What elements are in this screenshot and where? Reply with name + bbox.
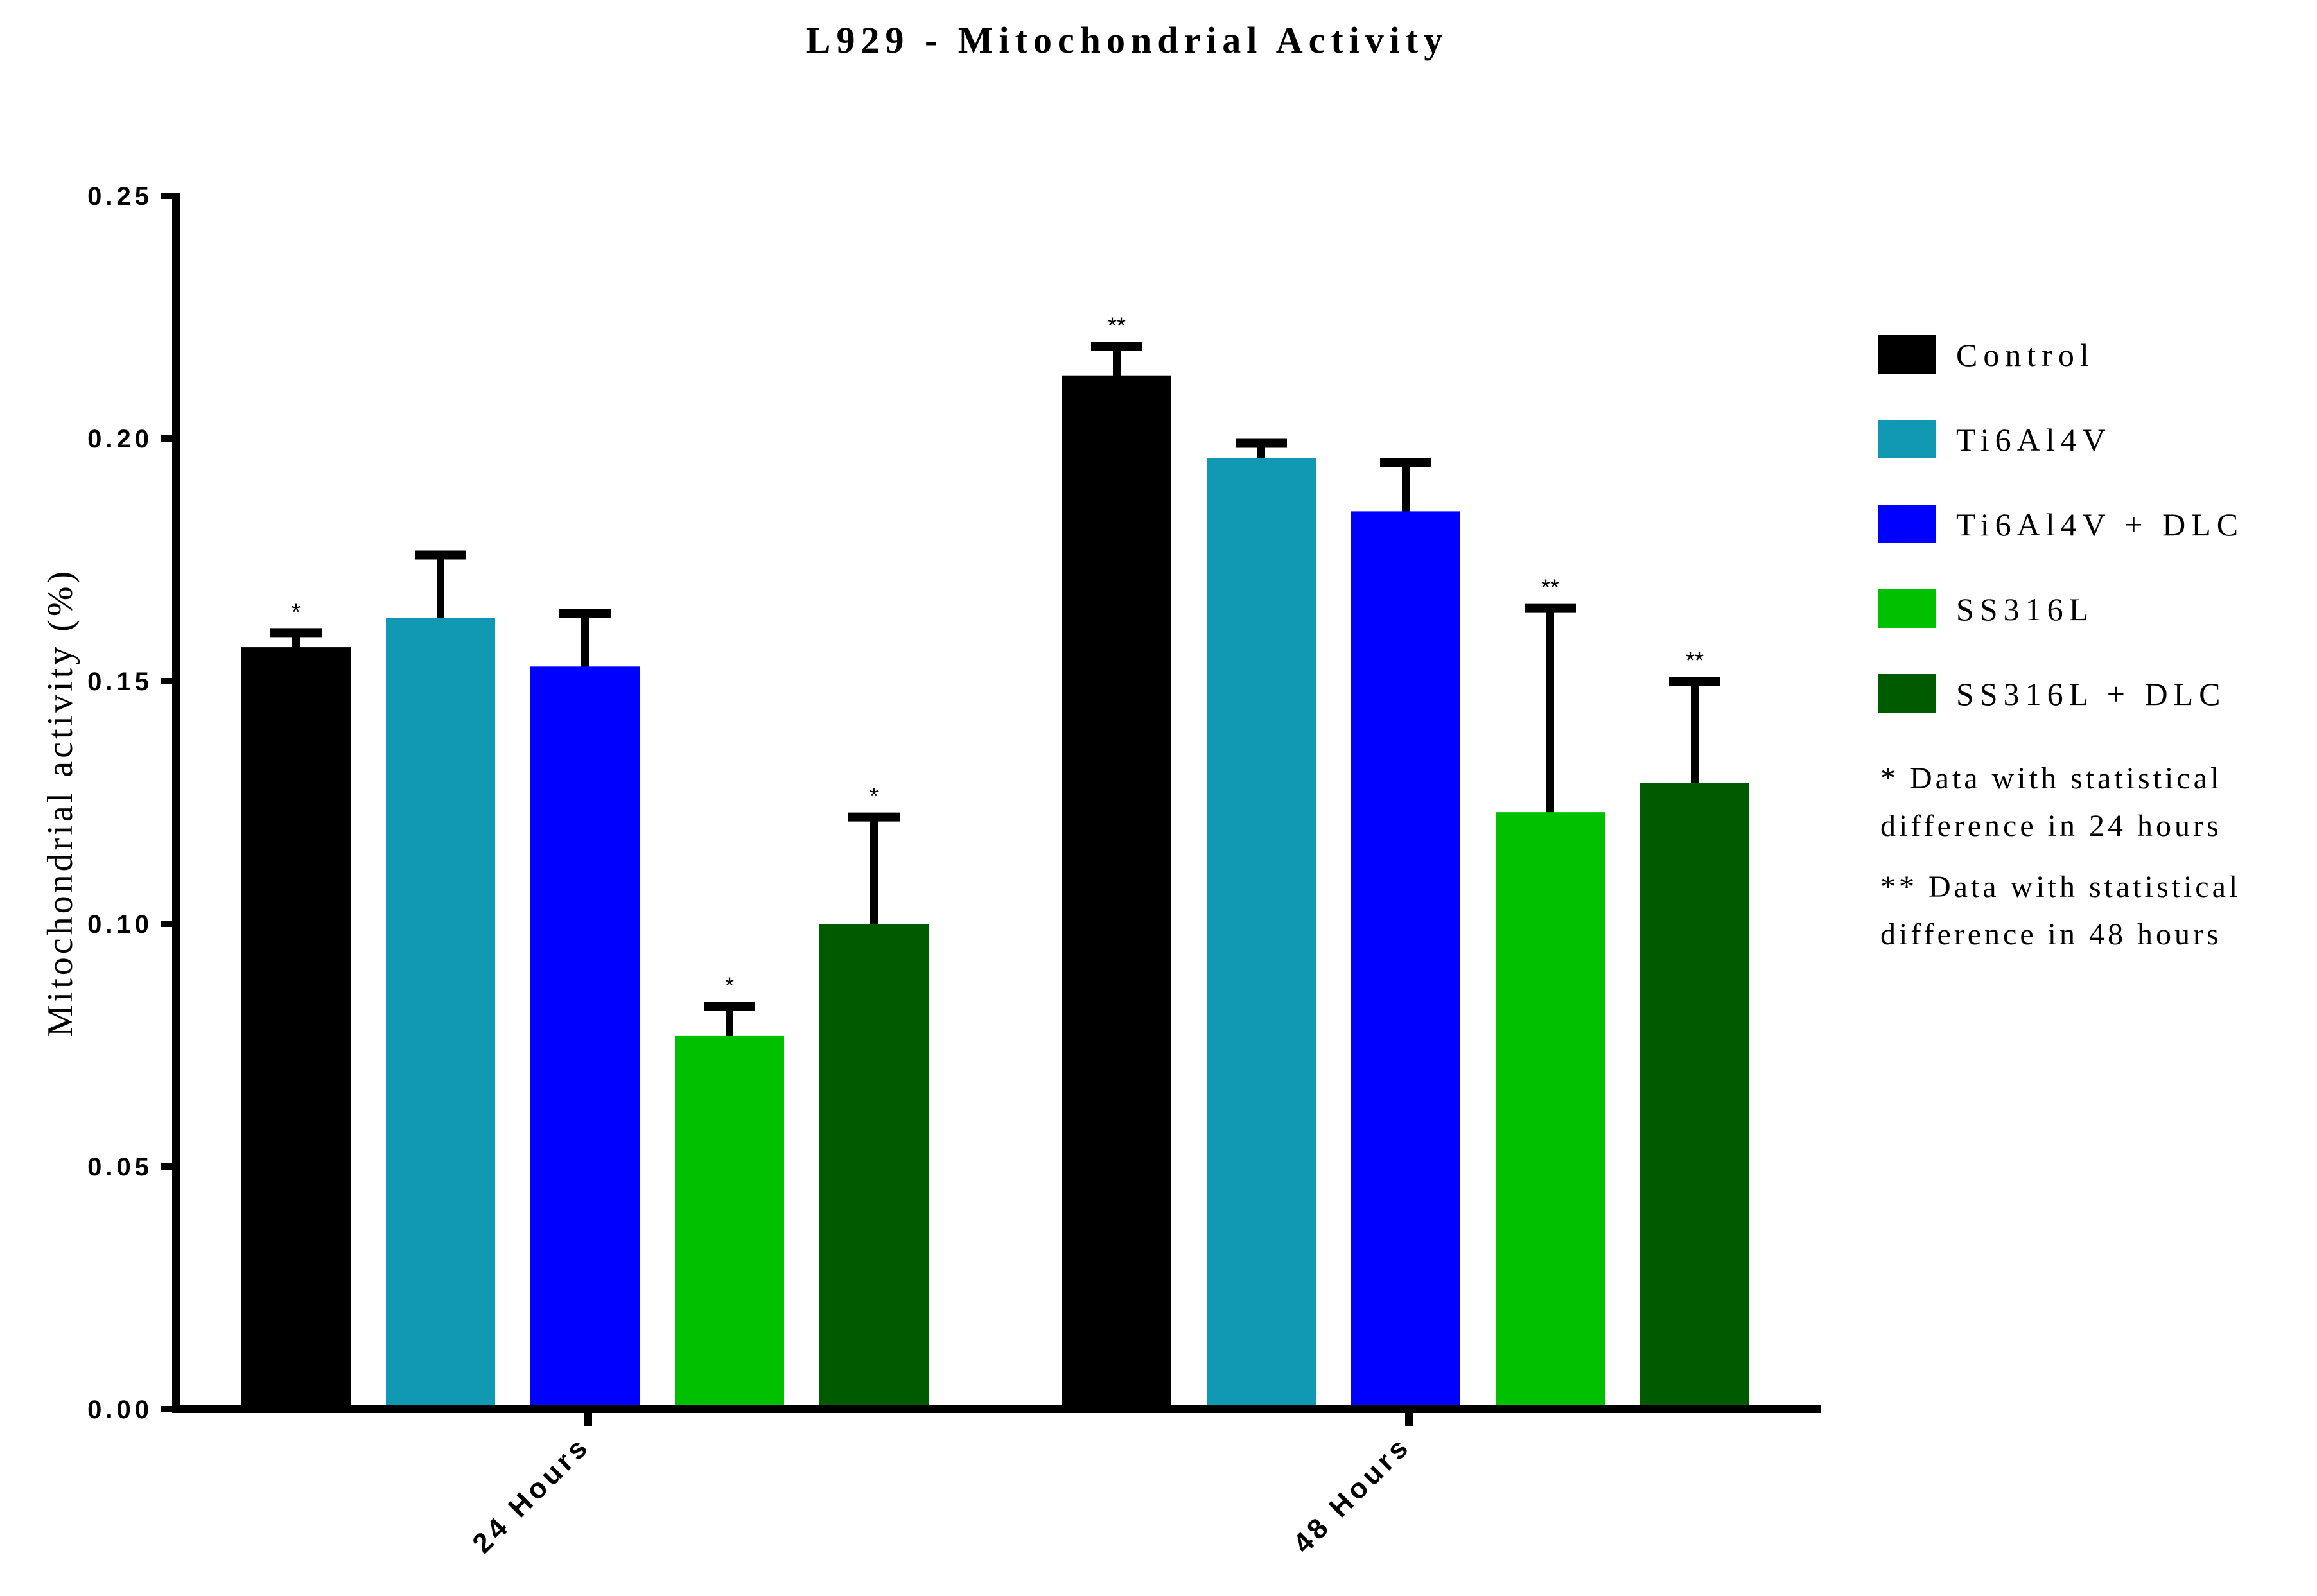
annotation-note: ** Data with statistical bbox=[1880, 870, 2241, 904]
bar-ss316l-dlc-1 bbox=[1640, 783, 1749, 1409]
bar-ti6al4v-1 bbox=[1207, 458, 1316, 1409]
legend-swatch bbox=[1878, 589, 1936, 628]
x-tick-label: 48 Hours bbox=[1287, 1430, 1417, 1559]
legend-label: Control bbox=[1956, 337, 2095, 373]
y-tick-label: 0.00 bbox=[87, 1396, 153, 1424]
annotation-note: difference in 24 hours bbox=[1880, 809, 2222, 843]
bar-ti6al4v-dlc-1 bbox=[1351, 511, 1460, 1409]
bar-ss316l-0 bbox=[675, 1035, 784, 1409]
legend-label: SS316L bbox=[1956, 591, 2094, 627]
x-tick-label: 24 Hours bbox=[466, 1430, 596, 1559]
chart-title: L929 - Mitochondrial Activity bbox=[806, 19, 1448, 61]
significance-marker: * bbox=[725, 973, 734, 999]
bar-control-1 bbox=[1062, 375, 1171, 1409]
significance-marker: ** bbox=[1108, 312, 1126, 338]
annotation-note: * Data with statistical bbox=[1880, 761, 2222, 795]
legend-swatch bbox=[1878, 505, 1936, 543]
bar-ss316l-1 bbox=[1496, 812, 1605, 1409]
significance-marker: ** bbox=[1541, 575, 1559, 601]
bar-ti6al4v-0 bbox=[386, 618, 495, 1409]
bar-ti6al4v-dlc-0 bbox=[530, 666, 640, 1409]
annotation-note: difference in 48 hours bbox=[1880, 917, 2222, 951]
bar-control-0 bbox=[241, 647, 351, 1409]
y-tick-label: 0.20 bbox=[87, 425, 153, 453]
legend-label: Ti6Al4V bbox=[1956, 422, 2112, 458]
legend-swatch bbox=[1878, 335, 1936, 374]
legend-label: Ti6Al4V + DLC bbox=[1956, 507, 2244, 542]
significance-marker: * bbox=[292, 598, 301, 625]
legend-swatch bbox=[1878, 674, 1936, 713]
significance-marker: ** bbox=[1686, 647, 1704, 673]
y-axis-label: Mitochondrial activity (%) bbox=[40, 568, 80, 1037]
y-tick-label: 0.05 bbox=[87, 1153, 153, 1181]
y-tick-label: 0.25 bbox=[87, 182, 153, 211]
legend-swatch bbox=[1878, 420, 1936, 458]
y-tick-label: 0.10 bbox=[87, 910, 153, 939]
significance-marker: * bbox=[870, 783, 879, 810]
y-tick-label: 0.15 bbox=[87, 668, 153, 696]
bar-ss316l-dlc-0 bbox=[819, 924, 929, 1409]
legend-label: SS316L + DLC bbox=[1956, 676, 2226, 712]
